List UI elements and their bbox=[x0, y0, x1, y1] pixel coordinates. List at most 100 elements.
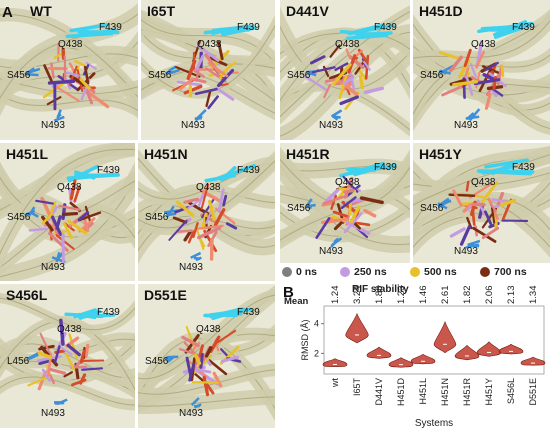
structure-panel-i65t: I65T F439 Q438 S456 N493 bbox=[141, 0, 275, 140]
legend-dot-0ns bbox=[282, 267, 292, 277]
ligand-bond bbox=[178, 348, 203, 358]
ligand-bond bbox=[323, 83, 332, 99]
panel-title: H451D bbox=[419, 3, 463, 19]
structure-render bbox=[0, 143, 135, 281]
violin-h451l bbox=[410, 353, 436, 365]
ligand-bond bbox=[315, 217, 331, 239]
ligand-bond bbox=[215, 329, 237, 344]
ligand-bond bbox=[181, 335, 200, 348]
protein-ribbon-edge bbox=[0, 13, 138, 100]
structure-render bbox=[413, 9, 550, 135]
ligand-bond bbox=[220, 355, 240, 363]
residue-stick bbox=[476, 169, 535, 174]
protein-ribbon-edge bbox=[413, 54, 550, 116]
legend-label-500ns: 500 ns bbox=[424, 266, 457, 278]
ligand-bond bbox=[193, 353, 202, 365]
ligand-bond bbox=[489, 203, 497, 213]
structure-render bbox=[0, 2, 138, 122]
ligand-bond bbox=[438, 51, 462, 61]
ligand-bond bbox=[449, 55, 464, 73]
ligand-bond bbox=[28, 227, 48, 232]
ligand-bond bbox=[213, 208, 226, 227]
residue-label: N493 bbox=[319, 246, 343, 257]
residue-stick bbox=[339, 29, 381, 37]
y-axis-label: RMSD (Å) bbox=[300, 320, 310, 361]
ligand-bond bbox=[322, 194, 349, 205]
ligand-bond bbox=[469, 63, 477, 78]
residue-stick bbox=[25, 72, 39, 77]
ligand-bond bbox=[177, 229, 194, 233]
ligand-bond bbox=[200, 183, 210, 210]
residue-label: S456 bbox=[145, 212, 169, 223]
ligand-bond bbox=[311, 66, 336, 74]
residue-label: N493 bbox=[179, 262, 203, 273]
ligand-bond bbox=[333, 221, 343, 231]
residue-label: S456 bbox=[148, 70, 172, 81]
ligand-bond bbox=[68, 333, 79, 359]
residue-label: Q438 bbox=[335, 39, 360, 50]
ligand-bond bbox=[202, 375, 210, 397]
ligand-bond bbox=[354, 60, 366, 75]
residue-stick bbox=[305, 198, 313, 208]
residue-label: N493 bbox=[41, 408, 65, 419]
ligand-bond bbox=[204, 346, 213, 358]
residue-label: F439 bbox=[374, 162, 397, 173]
residue-stick bbox=[484, 158, 529, 169]
ligand-bond bbox=[168, 219, 188, 241]
structure-render bbox=[138, 285, 275, 422]
ligand-bond bbox=[49, 367, 67, 375]
ligand-bond bbox=[491, 198, 510, 204]
ligand-bond bbox=[207, 95, 219, 110]
ligand-bond bbox=[191, 381, 220, 384]
ligand-bond bbox=[463, 48, 472, 68]
ligand-bond bbox=[207, 358, 228, 376]
ligand-bond bbox=[85, 61, 97, 70]
panel-title: H451Y bbox=[419, 146, 462, 162]
ligand-bond bbox=[345, 48, 351, 59]
ligand-bond bbox=[484, 61, 499, 72]
category-label: H451N bbox=[440, 378, 450, 406]
ligand-bond bbox=[225, 222, 238, 230]
residue-stick bbox=[330, 109, 343, 118]
residue-stick bbox=[438, 70, 447, 75]
ligand-bond bbox=[77, 211, 90, 222]
ligand-bond bbox=[197, 224, 224, 230]
ligand-bond bbox=[215, 86, 235, 101]
ligand-bond bbox=[490, 206, 496, 224]
ligand-bond bbox=[484, 93, 492, 110]
residue-label: N493 bbox=[179, 408, 203, 419]
category-label: D551E bbox=[528, 378, 538, 406]
ligand-bond bbox=[470, 76, 482, 83]
residue-label: S456 bbox=[7, 212, 31, 223]
protein-ribbon-edge bbox=[280, 33, 410, 102]
structure-render bbox=[280, 5, 410, 140]
panel-title: D441V bbox=[286, 3, 329, 19]
residue-stick bbox=[73, 308, 97, 319]
ligand-bond bbox=[81, 367, 103, 371]
ligand-bond bbox=[50, 215, 63, 237]
ligand-bond bbox=[349, 205, 361, 224]
protein-ribbon-edge bbox=[0, 53, 138, 69]
ligand-bond bbox=[35, 199, 54, 205]
ligand-bond bbox=[205, 89, 212, 108]
ligand-bond bbox=[340, 196, 357, 210]
residue-label: F439 bbox=[97, 307, 120, 318]
ligand-bond bbox=[462, 203, 472, 213]
ligand-bond bbox=[61, 211, 79, 216]
residue-stick bbox=[56, 109, 62, 119]
residue-stick bbox=[477, 21, 534, 34]
residue-stick bbox=[220, 163, 256, 180]
rmsd-violin-chart: RIF stability Mean 2 4 RMSD (Å) Systems 1.24 wt… bbox=[284, 284, 546, 428]
ligand-bond bbox=[342, 175, 359, 193]
structure-panel-s456l: S456L F439 Q438 L456 N493 bbox=[0, 284, 135, 428]
residue-label: Q438 bbox=[471, 39, 496, 50]
structure-render bbox=[280, 146, 410, 253]
residue-label: F439 bbox=[99, 22, 122, 33]
ligand-bond bbox=[217, 188, 225, 212]
ligand-bond bbox=[79, 78, 91, 90]
ligand-bond bbox=[188, 362, 195, 382]
ligand-bond bbox=[449, 227, 466, 238]
ligand-bond bbox=[472, 226, 497, 243]
ligand-bond bbox=[56, 86, 80, 102]
ligand-bond bbox=[83, 65, 90, 85]
